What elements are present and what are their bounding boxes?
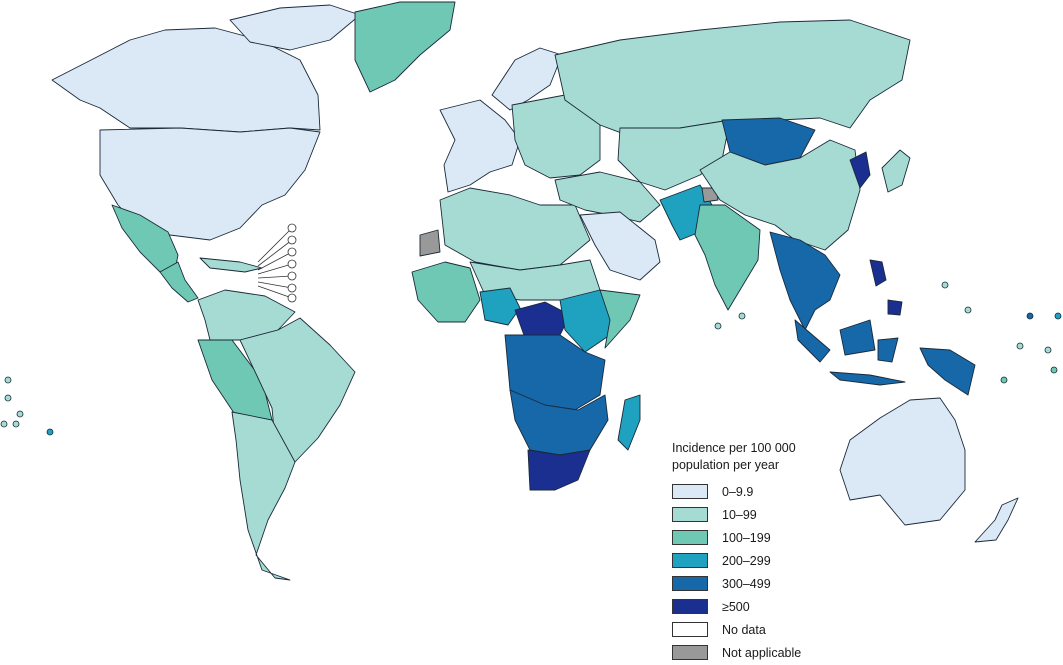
region-middle-east — [554, 171, 661, 223]
legend-label: 200–299 — [722, 553, 771, 568]
island-marker — [964, 306, 972, 314]
region-southern-cone — [231, 411, 296, 581]
legend-label: 0–9.9 — [722, 484, 754, 499]
legend-row: Not applicable — [672, 641, 822, 664]
region-philippines — [869, 259, 903, 316]
region-southern-africa — [509, 389, 609, 456]
island-marker — [1050, 366, 1058, 374]
region-alaska-canada — [51, 27, 321, 133]
legend-swatch — [672, 553, 708, 568]
legend-row: ≥500 — [672, 595, 822, 618]
legend-swatch — [672, 576, 708, 591]
island-marker — [738, 312, 746, 320]
region-madagascar — [617, 394, 641, 451]
region-india — [694, 204, 761, 311]
region-greenland — [354, 1, 456, 93]
legend-swatch — [672, 622, 708, 637]
legend-swatch — [672, 507, 708, 522]
island-marker — [16, 410, 24, 418]
island-marker — [46, 428, 54, 436]
region-south-africa — [527, 449, 591, 491]
map-legend: Incidence per 100 000 population per yea… — [672, 440, 822, 664]
legend-row: No data — [672, 618, 822, 641]
legend-label: No data — [722, 622, 766, 637]
legend-swatch — [672, 530, 708, 545]
region-japan — [881, 149, 911, 193]
island-marker — [1000, 376, 1008, 384]
island-marker — [1054, 312, 1062, 320]
legend-rows: 0–9.9 10–99 100–199 200–299 300–499 ≥500 No da… — [672, 480, 822, 664]
legend-row: 300–499 — [672, 572, 822, 595]
island-marker — [1026, 312, 1034, 320]
region-north-africa — [439, 187, 591, 271]
region-new-zealand — [974, 497, 1019, 543]
legend-label: ≥500 — [722, 599, 750, 614]
island-marker — [12, 420, 20, 428]
legend-title: Incidence per 100 000 population per yea… — [672, 441, 796, 472]
legend-swatch — [672, 599, 708, 614]
region-somalia — [599, 289, 641, 349]
island-marker — [1016, 342, 1024, 350]
island-marker — [0, 420, 8, 428]
legend-row: 200–299 — [672, 549, 822, 572]
island-marker — [4, 376, 12, 384]
region-southeast-asia — [769, 231, 841, 331]
legend-row: 10–99 — [672, 503, 822, 526]
legend-label: 300–499 — [722, 576, 771, 591]
region-china — [699, 139, 861, 251]
region-brazil — [239, 317, 356, 463]
region-western-sahara — [419, 229, 441, 257]
region-australia — [839, 397, 966, 526]
island-marker — [714, 322, 722, 330]
legend-swatch — [672, 645, 708, 660]
legend-label: Not applicable — [722, 645, 802, 660]
region-indonesia — [794, 319, 906, 386]
small-country-callouts — [257, 223, 297, 303]
legend-row: 100–199 — [672, 526, 822, 549]
legend-label: 100–199 — [722, 530, 771, 545]
legend-label: 10–99 — [722, 507, 757, 522]
island-marker — [941, 281, 949, 289]
region-papua-new-guinea — [919, 347, 976, 396]
legend-swatch — [672, 484, 708, 499]
region-canadian-arctic-islands — [229, 4, 361, 51]
legend-row: 0–9.9 — [672, 480, 822, 503]
island-markers — [0, 281, 1062, 436]
region-arabian-peninsula — [579, 211, 661, 281]
island-marker — [4, 394, 12, 402]
region-central-america — [159, 261, 199, 303]
island-marker — [1044, 346, 1052, 354]
region-caribbean — [199, 257, 263, 273]
region-western-europe — [439, 99, 521, 193]
region-west-africa — [411, 261, 481, 323]
region-korea — [849, 151, 871, 189]
region-nigeria — [479, 287, 521, 326]
